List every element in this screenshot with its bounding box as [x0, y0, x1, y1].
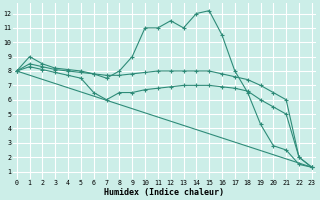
X-axis label: Humidex (Indice chaleur): Humidex (Indice chaleur): [104, 188, 224, 197]
